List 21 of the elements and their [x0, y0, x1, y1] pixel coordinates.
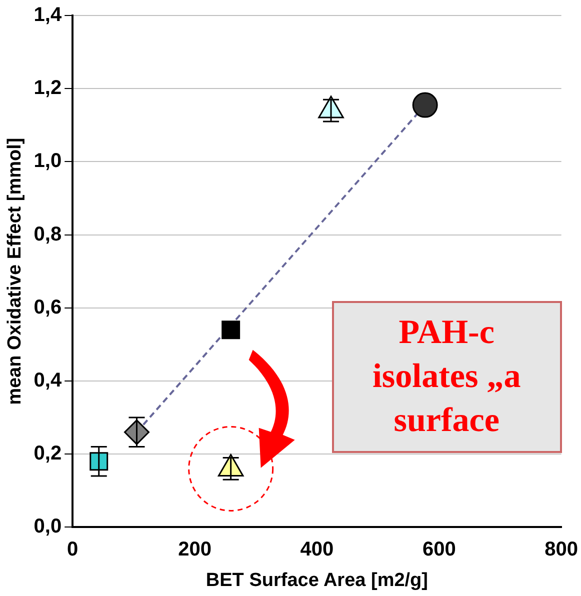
y-tick-label: 0,4 — [34, 370, 62, 392]
point — [412, 92, 438, 118]
x-tick-label: 600 — [422, 538, 456, 561]
x-tick-label: 800 — [544, 538, 578, 561]
annotation: surface — [392, 400, 500, 441]
x-axis-title: BET Surface Area [m2/g] — [206, 570, 428, 591]
y-tick-label: 1,0 — [34, 150, 62, 172]
x-tick-label: 0 — [67, 538, 78, 561]
y-tick-label: 0,0 — [34, 516, 62, 538]
y-tick-label: 1,2 — [34, 77, 62, 100]
y-tick-label: 0,8 — [34, 223, 62, 246]
point — [222, 320, 240, 340]
annotation: PAH-c — [398, 312, 496, 353]
x-tick-label: 400 — [300, 538, 334, 561]
y-tick-label: 0,2 — [34, 442, 62, 465]
y-tick-label: 0,6 — [34, 296, 62, 318]
y-tick-label: 1,4 — [34, 4, 62, 26]
annotation: isolates „a — [371, 356, 522, 397]
x-tick-label: 200 — [178, 538, 212, 561]
y-axis-title: mean Oxidative Effect [mmol] — [4, 138, 26, 405]
point — [90, 452, 108, 471]
